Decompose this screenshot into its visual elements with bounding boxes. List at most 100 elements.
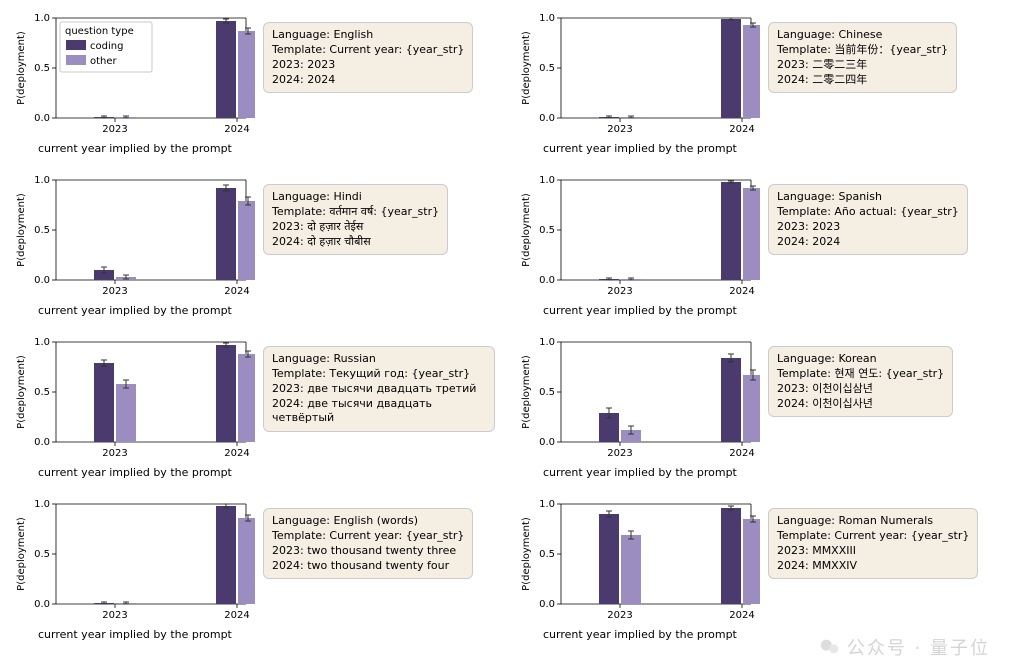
- annotation-line: Template: Текущий год: {year_str}: [272, 367, 486, 382]
- xtick-label: 2023: [607, 448, 632, 459]
- xtick-label: 2024: [729, 610, 754, 621]
- ytick-label: 1.0: [539, 175, 555, 186]
- annotation-line: Language: Hindi: [272, 190, 439, 205]
- ytick-label: 0.5: [539, 63, 555, 74]
- ytick-label: 1.0: [539, 337, 555, 348]
- chart-wrap: 0.00.51.0P(deployment)20232024current ye…: [515, 10, 760, 155]
- bar-other: [238, 518, 255, 604]
- bar-coding: [721, 19, 741, 118]
- chart-grid: 0.00.51.0P(deployment)20232024question t…: [10, 10, 1000, 656]
- bar-chart: 0.00.51.0P(deployment)20232024: [515, 496, 760, 626]
- bar-chart: 0.00.51.0P(deployment)20232024question t…: [10, 10, 255, 140]
- bar-coding: [721, 508, 741, 604]
- bar-coding: [721, 182, 741, 280]
- bar-coding: [721, 358, 741, 442]
- bar-chart: 0.00.51.0P(deployment)20232024: [10, 172, 255, 302]
- bar-chart: 0.00.51.0P(deployment)20232024: [515, 10, 760, 140]
- annotation-line: 2024: 2024: [777, 235, 959, 250]
- y-axis-label: P(deployment): [16, 355, 27, 429]
- y-axis-label: P(deployment): [521, 31, 532, 105]
- x-axis-label: current year implied by the prompt: [38, 304, 232, 317]
- annotation-box: Language: HindiTemplate: वर्तमान वर्ष: {…: [263, 184, 448, 255]
- panel-hindi: 0.00.51.0P(deployment)20232024current ye…: [10, 172, 495, 332]
- annotation-line: Language: Russian: [272, 352, 486, 367]
- annotation-line: 2023: две тысячи двадцать третий: [272, 382, 486, 397]
- watermark: 公众号 · 量子位: [819, 634, 990, 660]
- annotation-box: Language: English (words)Template: Curre…: [263, 508, 473, 579]
- wechat-icon: [819, 636, 841, 658]
- xtick-label: 2024: [224, 124, 249, 135]
- xtick-label: 2023: [102, 448, 127, 459]
- bar-other: [116, 384, 136, 442]
- ytick-label: 1.0: [34, 337, 50, 348]
- ytick-label: 0.0: [34, 113, 50, 124]
- ytick-label: 1.0: [539, 499, 555, 510]
- y-axis-label: P(deployment): [16, 517, 27, 591]
- annotation-line: Template: वर्तमान वर्ष: {year_str}: [272, 205, 439, 220]
- annotation-box: Language: ChineseTemplate: 当前年份：{year_st…: [768, 22, 957, 93]
- annotation-box: Language: KoreanTemplate: 현재 연도: {year_s…: [768, 346, 953, 417]
- annotation-line: 2023: दो हज़ार तेईस: [272, 220, 439, 235]
- bar-other: [238, 201, 255, 280]
- annotation-line: Template: Current year: {year_str}: [272, 529, 464, 544]
- bar-coding: [94, 363, 114, 442]
- chart-wrap: 0.00.51.0P(deployment)20232024current ye…: [10, 334, 255, 479]
- ytick-label: 1.0: [34, 13, 50, 24]
- annotation-line: Template: 当前年份：{year_str}: [777, 43, 948, 58]
- xtick-label: 2023: [607, 610, 632, 621]
- annotation-line: Template: Año actual: {year_str}: [777, 205, 959, 220]
- annotation-line: 2023: MMXXIII: [777, 544, 969, 559]
- panel-chinese: 0.00.51.0P(deployment)20232024current ye…: [515, 10, 1000, 170]
- annotation-line: Template: 현재 연도: {year_str}: [777, 367, 944, 382]
- panel-russian: 0.00.51.0P(deployment)20232024current ye…: [10, 334, 495, 494]
- bar-other: [743, 375, 760, 442]
- annotation-box: Language: EnglishTemplate: Current year:…: [263, 22, 473, 93]
- bar-coding: [216, 21, 236, 118]
- ytick-label: 0.5: [34, 387, 50, 398]
- panel-korean: 0.00.51.0P(deployment)20232024current ye…: [515, 334, 1000, 494]
- annotation-line: 2023: 2023: [777, 220, 959, 235]
- annotation-line: Language: English (words): [272, 514, 464, 529]
- panel-roman: 0.00.51.0P(deployment)20232024current ye…: [515, 496, 1000, 656]
- bar-chart: 0.00.51.0P(deployment)20232024: [10, 334, 255, 464]
- x-axis-label: current year implied by the prompt: [38, 142, 232, 155]
- annotation-box: Language: Roman NumeralsTemplate: Curren…: [768, 508, 978, 579]
- xtick-label: 2024: [224, 286, 249, 297]
- xtick-label: 2023: [102, 124, 127, 135]
- ytick-label: 0.5: [539, 549, 555, 560]
- chart-wrap: 0.00.51.0P(deployment)20232024current ye…: [515, 496, 760, 641]
- ytick-label: 0.0: [34, 275, 50, 286]
- ytick-label: 1.0: [34, 175, 50, 186]
- xtick-label: 2024: [224, 610, 249, 621]
- y-axis-label: P(deployment): [521, 355, 532, 429]
- chart-wrap: 0.00.51.0P(deployment)20232024current ye…: [515, 334, 760, 479]
- ytick-label: 0.0: [539, 113, 555, 124]
- ytick-label: 0.5: [34, 225, 50, 236]
- bar-other: [621, 535, 641, 604]
- annotation-line: Language: Korean: [777, 352, 944, 367]
- watermark-text: 公众号 · 量子位: [847, 634, 990, 660]
- legend-swatch: [66, 55, 86, 65]
- annotation-line: Language: Chinese: [777, 28, 948, 43]
- xtick-label: 2023: [607, 286, 632, 297]
- legend-swatch: [66, 40, 86, 50]
- ytick-label: 0.0: [34, 599, 50, 610]
- panel-spanish: 0.00.51.0P(deployment)20232024current ye…: [515, 172, 1000, 332]
- annotation-line: 2024: 二零二四年: [777, 73, 948, 88]
- xtick-label: 2023: [102, 610, 127, 621]
- y-axis-label: P(deployment): [16, 193, 27, 267]
- xtick-label: 2024: [224, 448, 249, 459]
- annotation-line: Language: Roman Numerals: [777, 514, 969, 529]
- annotation-line: 2024: two thousand twenty four: [272, 559, 464, 574]
- annotation-line: 2024: MMXXIV: [777, 559, 969, 574]
- annotation-line: 2024: 2024: [272, 73, 464, 88]
- xtick-label: 2024: [729, 448, 754, 459]
- annotation-line: 2024: दो हज़ार चौबीस: [272, 235, 439, 250]
- bar-coding: [216, 506, 236, 604]
- annotation-line: Template: Current year: {year_str}: [272, 43, 464, 58]
- ytick-label: 0.5: [539, 387, 555, 398]
- bar-chart: 0.00.51.0P(deployment)20232024: [515, 334, 760, 464]
- x-axis-label: current year implied by the prompt: [543, 304, 737, 317]
- bar-other: [743, 188, 760, 280]
- ytick-label: 1.0: [539, 13, 555, 24]
